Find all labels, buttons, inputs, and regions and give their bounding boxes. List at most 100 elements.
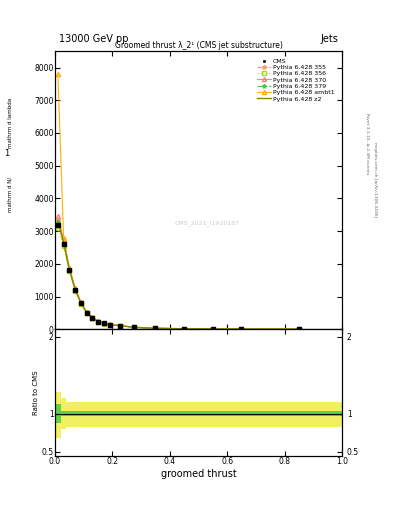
Pythia 6.428 z2 bbox=[101, 320, 106, 326]
Line: Pythia 6.428 379: Pythia 6.428 379 bbox=[56, 220, 301, 331]
Pythia 6.428 370 bbox=[239, 326, 244, 332]
Line: Pythia 6.428 356: Pythia 6.428 356 bbox=[56, 226, 301, 331]
Pythia 6.428 370 bbox=[61, 237, 66, 243]
Pythia 6.428 355 bbox=[239, 326, 244, 332]
Pythia 6.428 356 bbox=[239, 326, 244, 332]
Pythia 6.428 z2 bbox=[117, 323, 122, 329]
Pythia 6.428 ambt1 bbox=[73, 285, 77, 291]
Pythia 6.428 ambt1 bbox=[117, 323, 122, 329]
Pythia 6.428 z2 bbox=[182, 326, 187, 332]
Pythia 6.428 356 bbox=[182, 326, 187, 332]
Pythia 6.428 356 bbox=[297, 326, 301, 332]
Pythia 6.428 370 bbox=[96, 318, 101, 325]
Pythia 6.428 356 bbox=[73, 288, 77, 294]
Pythia 6.428 370 bbox=[101, 320, 106, 326]
Pythia 6.428 356 bbox=[90, 315, 95, 321]
Pythia 6.428 379 bbox=[211, 326, 215, 332]
Pythia 6.428 355 bbox=[153, 325, 158, 331]
Pythia 6.428 ambt1 bbox=[211, 326, 215, 332]
Pythia 6.428 z2 bbox=[96, 318, 101, 325]
Pythia 6.428 ambt1 bbox=[79, 299, 83, 305]
Pythia 6.428 356 bbox=[79, 301, 83, 307]
Pythia 6.428 370 bbox=[90, 314, 95, 321]
Text: mathrm d N/: mathrm d N/ bbox=[8, 177, 13, 212]
Pythia 6.428 ambt1 bbox=[84, 309, 89, 315]
Pythia 6.428 379 bbox=[73, 287, 77, 293]
Pythia 6.428 379 bbox=[61, 240, 66, 246]
Text: mathrm d lambda: mathrm d lambda bbox=[8, 98, 13, 148]
Pythia 6.428 370 bbox=[55, 214, 60, 220]
Pythia 6.428 z2 bbox=[79, 300, 83, 306]
Pythia 6.428 ambt1 bbox=[132, 324, 136, 330]
Pythia 6.428 ambt1 bbox=[297, 326, 301, 332]
Pythia 6.428 370 bbox=[153, 325, 158, 331]
Pythia 6.428 379 bbox=[90, 315, 95, 321]
Text: 1: 1 bbox=[4, 149, 9, 158]
Pythia 6.428 ambt1 bbox=[153, 325, 158, 331]
Text: CMS_2021_I1920187: CMS_2021_I1920187 bbox=[174, 221, 240, 226]
Pythia 6.428 370 bbox=[67, 265, 72, 271]
Pythia 6.428 379 bbox=[101, 321, 106, 327]
Pythia 6.428 z2 bbox=[90, 314, 95, 321]
Pythia 6.428 356 bbox=[67, 268, 72, 274]
Pythia 6.428 370 bbox=[84, 309, 89, 315]
Line: Pythia 6.428 ambt1: Pythia 6.428 ambt1 bbox=[56, 72, 301, 331]
Pythia 6.428 379 bbox=[55, 219, 60, 225]
Pythia 6.428 ambt1 bbox=[55, 71, 60, 77]
Y-axis label: Ratio to CMS: Ratio to CMS bbox=[33, 370, 39, 415]
Pythia 6.428 356 bbox=[132, 324, 136, 330]
Pythia 6.428 356 bbox=[61, 243, 66, 249]
Pythia 6.428 ambt1 bbox=[61, 235, 66, 241]
Pythia 6.428 379 bbox=[132, 324, 136, 330]
Legend: CMS, Pythia 6.428 355, Pythia 6.428 356, Pythia 6.428 370, Pythia 6.428 379, Pyt: CMS, Pythia 6.428 355, Pythia 6.428 356,… bbox=[255, 57, 336, 103]
Text: 13000 GeV pp: 13000 GeV pp bbox=[59, 33, 129, 44]
Pythia 6.428 379 bbox=[297, 326, 301, 332]
Pythia 6.428 370 bbox=[117, 323, 122, 329]
Pythia 6.428 ambt1 bbox=[107, 322, 112, 328]
Pythia 6.428 z2 bbox=[239, 326, 244, 332]
Pythia 6.428 z2 bbox=[67, 267, 72, 273]
Pythia 6.428 355 bbox=[61, 239, 66, 245]
Pythia 6.428 ambt1 bbox=[90, 314, 95, 321]
Pythia 6.428 355 bbox=[107, 322, 112, 328]
Pythia 6.428 ambt1 bbox=[67, 265, 72, 271]
Pythia 6.428 356 bbox=[101, 321, 106, 327]
Pythia 6.428 356 bbox=[55, 225, 60, 231]
Pythia 6.428 355 bbox=[117, 323, 122, 329]
Pythia 6.428 z2 bbox=[61, 239, 66, 245]
Pythia 6.428 379 bbox=[107, 322, 112, 328]
Pythia 6.428 z2 bbox=[73, 286, 77, 292]
Pythia 6.428 356 bbox=[107, 322, 112, 328]
Pythia 6.428 z2 bbox=[132, 324, 136, 330]
Pythia 6.428 356 bbox=[153, 325, 158, 331]
Pythia 6.428 355 bbox=[101, 320, 106, 326]
Line: Pythia 6.428 355: Pythia 6.428 355 bbox=[56, 218, 301, 331]
Pythia 6.428 355 bbox=[67, 266, 72, 272]
Pythia 6.428 356 bbox=[96, 319, 101, 325]
Pythia 6.428 379 bbox=[239, 326, 244, 332]
Pythia 6.428 355 bbox=[84, 310, 89, 316]
Pythia 6.428 370 bbox=[79, 299, 83, 305]
Pythia 6.428 z2 bbox=[55, 218, 60, 224]
Pythia 6.428 ambt1 bbox=[182, 326, 187, 332]
Pythia 6.428 370 bbox=[132, 324, 136, 330]
Pythia 6.428 ambt1 bbox=[239, 326, 244, 332]
Pythia 6.428 355 bbox=[79, 300, 83, 306]
Pythia 6.428 ambt1 bbox=[96, 318, 101, 325]
Pythia 6.428 355 bbox=[90, 314, 95, 321]
Pythia 6.428 z2 bbox=[211, 326, 215, 332]
Pythia 6.428 379 bbox=[182, 326, 187, 332]
Pythia 6.428 z2 bbox=[297, 326, 301, 332]
Text: Rivet 3.1.10, ≥ 2.3M events: Rivet 3.1.10, ≥ 2.3M events bbox=[365, 113, 369, 174]
Pythia 6.428 355 bbox=[73, 286, 77, 292]
Pythia 6.428 379 bbox=[153, 325, 158, 331]
Pythia 6.428 370 bbox=[107, 322, 112, 328]
Pythia 6.428 ambt1 bbox=[101, 320, 106, 326]
Pythia 6.428 356 bbox=[211, 326, 215, 332]
Pythia 6.428 355 bbox=[182, 326, 187, 332]
Pythia 6.428 355 bbox=[297, 326, 301, 332]
Title: Groomed thrust λ_2¹ (CMS jet substructure): Groomed thrust λ_2¹ (CMS jet substructur… bbox=[114, 41, 283, 50]
Pythia 6.428 z2 bbox=[153, 325, 158, 331]
Pythia 6.428 379 bbox=[84, 310, 89, 316]
Pythia 6.428 355 bbox=[211, 326, 215, 332]
